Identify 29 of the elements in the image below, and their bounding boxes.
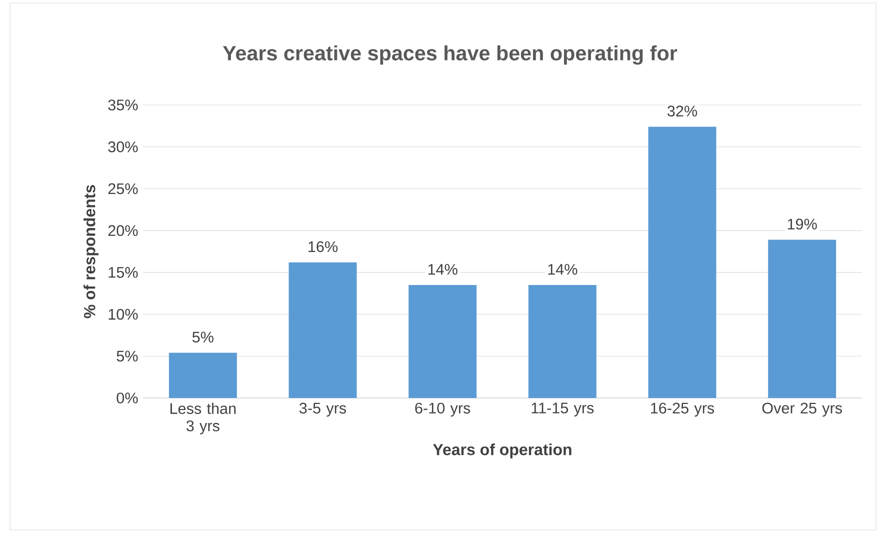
x-axis-title: Years of operation	[432, 444, 572, 458]
data-label: 14%	[428, 264, 458, 275]
y-tick-label: 25%	[108, 183, 138, 194]
data-label: 5%	[192, 332, 214, 343]
data-label: 32%	[667, 106, 698, 116]
x-tick-label: Less than 3 yrs	[170, 402, 236, 434]
bar	[288, 262, 357, 398]
bar	[648, 126, 716, 398]
data-label: 14%	[548, 264, 578, 275]
x-tick-label: 6-10 yrs	[415, 402, 470, 417]
bar	[528, 284, 596, 398]
data-label: 19%	[788, 218, 817, 230]
y-tick-label: 20%	[108, 225, 138, 236]
bar	[408, 284, 477, 398]
x-tick-label: 3-5 yrs	[299, 402, 346, 417]
bar	[168, 352, 237, 398]
y-tick-label: 15%	[108, 267, 138, 278]
x-tick-label: 16-25 yrs	[651, 402, 714, 417]
bar	[768, 240, 836, 398]
y-tick-label: 10%	[108, 308, 138, 320]
y-tick-label: 5%	[116, 350, 138, 362]
chart-title: Years creative spaces have been operating for	[222, 45, 678, 65]
data-label: 16%	[308, 241, 338, 252]
y-axis-title: % of respondents	[84, 185, 98, 318]
y-tick-label: 35%	[108, 100, 138, 110]
y-tick-label: 0%	[116, 392, 138, 404]
y-tick-label: 30%	[108, 141, 138, 152]
x-tick-label: 11-15 yrs	[532, 402, 594, 416]
x-tick-label: Over 25 yrs	[762, 402, 842, 417]
